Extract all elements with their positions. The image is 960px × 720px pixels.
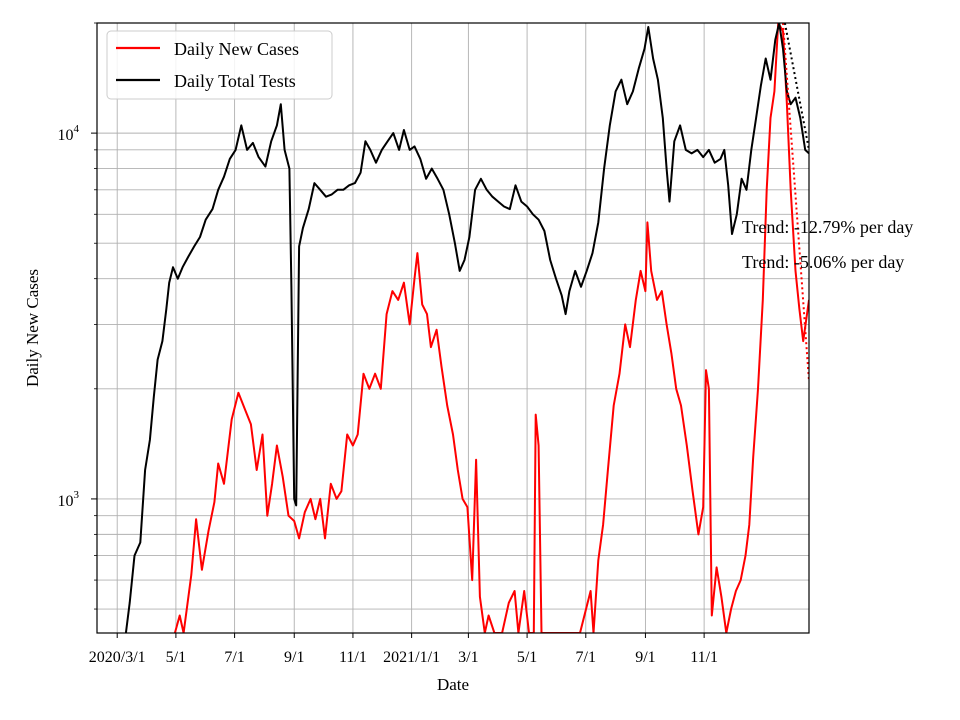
ticks: 2020/3/1 5/1 7/1 9/1 11/1 2021/1/1 3/1 5/1 7/1 9/…	[58, 22, 718, 666]
annotation-new-cases-trend: Trend: -12.79% per day	[742, 217, 913, 237]
annotation-tests-trend: Trend: -5.06% per day	[742, 252, 904, 272]
y-axis-label: Daily New Cases	[23, 269, 42, 387]
x-tick-label: 9/1	[635, 649, 655, 666]
x-tick-label: 2020/3/1	[89, 649, 146, 666]
plot-frame	[96, 22, 810, 634]
legend-frame	[106, 30, 333, 100]
trend-line-total-tests	[783, 23, 809, 151]
series-line-total-tests	[124, 23, 809, 633]
x-tick-label: 7/1	[576, 649, 596, 666]
y-tick-label: 103	[58, 489, 80, 510]
x-axis-label: Date	[437, 675, 469, 694]
x-tick-label: 3/1	[458, 649, 478, 666]
legend-label-new-cases: Daily New Cases	[174, 39, 299, 59]
x-tick-label: 11/1	[690, 649, 718, 666]
series-line-new-cases	[173, 23, 809, 633]
x-tick-label: 11/1	[339, 649, 367, 666]
x-tick-label: 2021/1/1	[383, 649, 440, 666]
x-tick-label: 5/1	[166, 649, 186, 666]
x-tick-label: 7/1	[224, 649, 244, 666]
x-tick-label: 9/1	[284, 649, 304, 666]
legend: Daily New Cases Daily Total Tests	[106, 30, 333, 100]
series-layer	[124, 23, 809, 633]
x-tick-label: 5/1	[517, 649, 537, 666]
y-tick-label: 104	[58, 123, 80, 144]
legend-label-total-tests: Daily Total Tests	[174, 71, 296, 91]
